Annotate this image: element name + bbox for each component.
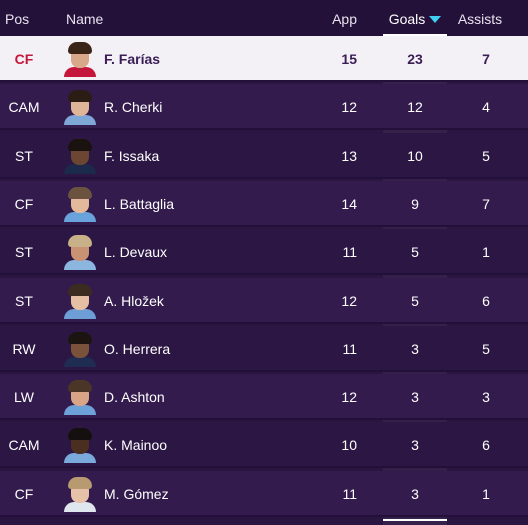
column-header-goals-label: Goals	[388, 11, 426, 27]
player-position: ST	[15, 244, 33, 261]
table-row[interactable]: CF L. Battaglia 14 9 7	[0, 180, 528, 227]
player-appearances: 13	[341, 147, 357, 164]
player-avatar	[64, 379, 96, 416]
player-avatar	[64, 234, 96, 271]
table-row[interactable]: CAM K. Mainoo 10 3 6	[0, 422, 528, 469]
player-name[interactable]: R. Cherki	[104, 99, 163, 116]
player-goals: 5	[411, 244, 419, 261]
player-appearances: 10	[341, 437, 357, 454]
player-avatar	[64, 41, 96, 77]
column-header-assists[interactable]: Assists	[457, 11, 503, 27]
player-avatar	[64, 331, 96, 367]
table-row[interactable]: ST F. Issaka 13 10 5	[0, 132, 528, 179]
table-row[interactable]: CAM R. Cherki 12 12 4	[0, 84, 528, 131]
player-avatar	[64, 89, 96, 126]
table-row[interactable]: CF F. Farías 15 23 7	[0, 36, 528, 82]
column-header-app[interactable]: App	[332, 11, 357, 27]
player-name[interactable]: F. Issaka	[104, 147, 160, 164]
player-position: ST	[15, 147, 33, 164]
player-appearances: 11	[342, 340, 357, 357]
sort-descending-icon	[429, 15, 442, 23]
player-appearances: 14	[341, 195, 357, 212]
player-name[interactable]: F. Farías	[104, 51, 161, 67]
player-name[interactable]: K. Mainoo	[104, 437, 168, 454]
player-assists: 3	[482, 389, 490, 406]
player-goals: 9	[411, 195, 419, 212]
player-position: CAM	[8, 437, 40, 454]
player-name[interactable]: L. Battaglia	[104, 195, 175, 212]
player-goals: 12	[407, 99, 423, 116]
player-goals: 10	[407, 147, 423, 164]
player-appearances: 15	[341, 51, 357, 67]
column-header-pos[interactable]: Pos	[5, 11, 30, 27]
player-position: LW	[14, 389, 34, 406]
player-position: CAM	[8, 99, 40, 116]
player-name[interactable]: M. Gómez	[104, 485, 169, 502]
player-goals: 3	[411, 485, 419, 502]
player-position: CF	[14, 51, 34, 67]
player-avatar	[64, 186, 96, 222]
table-header: Pos Name App Goals Assists	[0, 0, 528, 36]
player-assists: 5	[482, 147, 490, 164]
player-assists: 7	[482, 51, 490, 67]
player-appearances: 12	[341, 292, 357, 309]
player-goals: 5	[411, 292, 419, 309]
player-appearances: 11	[342, 485, 357, 502]
player-goals: 3	[411, 389, 419, 406]
player-position: CF	[14, 485, 34, 502]
player-name[interactable]: O. Herrera	[104, 340, 171, 357]
player-assists: 1	[482, 485, 490, 502]
player-assists: 6	[482, 292, 490, 309]
player-avatar	[64, 283, 96, 319]
player-appearances: 11	[342, 244, 357, 261]
player-goals: 3	[411, 340, 419, 357]
column-header-goals[interactable]: Goals	[383, 0, 447, 36]
player-name[interactable]: L. Devaux	[104, 244, 168, 261]
table-row[interactable]: CF M. Gómez 11 3 1	[0, 470, 528, 517]
player-assists: 6	[482, 437, 490, 454]
player-position: ST	[15, 292, 33, 309]
player-avatar	[64, 138, 96, 174]
player-position: RW	[12, 340, 36, 357]
table-row[interactable]: LW D. Ashton 12 3 3	[0, 374, 528, 421]
table-row[interactable]: ST L. Devaux 11 5 1	[0, 229, 528, 276]
player-name[interactable]: A. Hložek	[104, 292, 164, 309]
column-header-name[interactable]: Name	[66, 11, 104, 27]
sorted-column-underline	[383, 519, 447, 521]
player-assists: 4	[482, 99, 490, 116]
player-avatar	[64, 427, 96, 464]
player-appearances: 12	[341, 389, 357, 406]
player-avatar	[64, 476, 96, 512]
table-row[interactable]: ST A. Hložek 12 5 6	[0, 277, 528, 324]
player-appearances: 12	[341, 99, 357, 116]
player-position: CF	[14, 195, 34, 212]
player-goals: 3	[411, 437, 419, 454]
player-assists: 1	[482, 244, 490, 261]
player-name[interactable]: D. Ashton	[104, 389, 165, 406]
player-goals: 23	[407, 51, 423, 67]
player-assists: 7	[482, 195, 490, 212]
player-assists: 5	[482, 340, 490, 357]
table-row[interactable]: RW O. Herrera 11 3 5	[0, 325, 528, 372]
